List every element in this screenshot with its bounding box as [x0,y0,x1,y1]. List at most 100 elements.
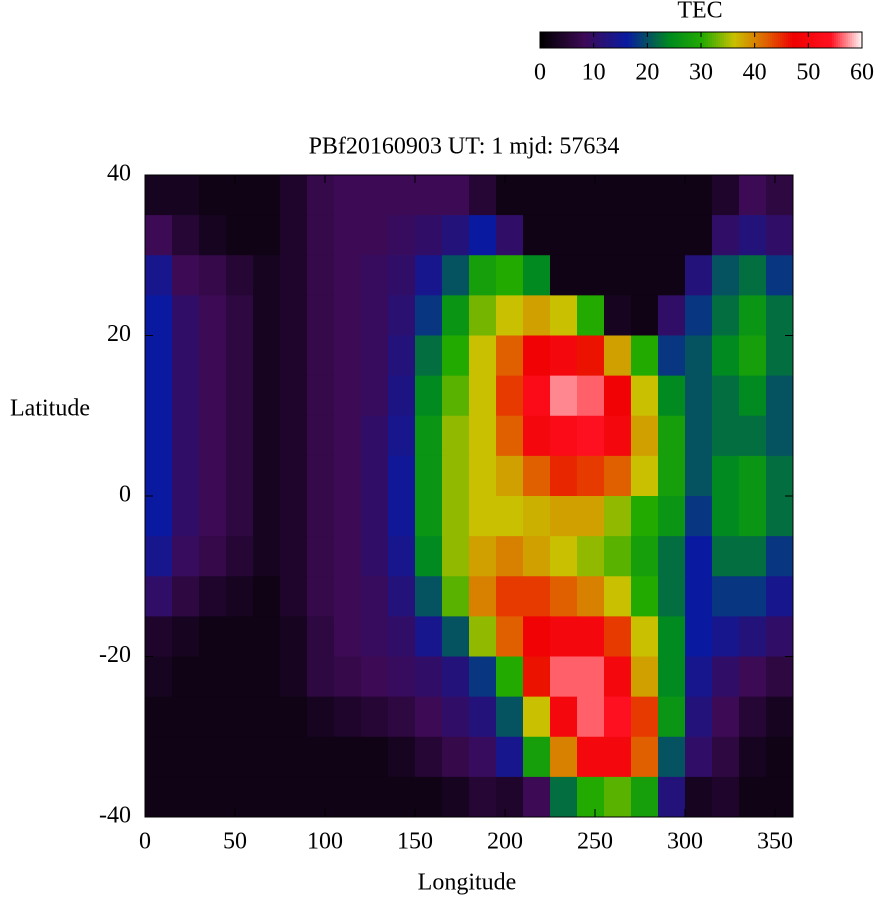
heatmap-cell [172,616,200,657]
heatmap-cell [712,576,740,617]
colorbar-tick-label: 40 [743,60,767,86]
heatmap-cell [631,696,659,738]
colorbar-swatch [744,32,747,48]
heatmap-cell [658,335,686,377]
heatmap-cell [577,215,605,256]
colorbar-swatch [594,32,597,48]
heatmap-cell [496,496,524,537]
heatmap-cell [253,656,281,698]
heatmap-cell [766,776,794,818]
heatmap-cell [145,696,173,738]
colorbar-swatch [632,32,635,48]
colorbar-swatch [812,32,815,48]
heatmap-cell [658,455,686,497]
colorbar-swatch [742,32,745,48]
colorbar-swatch [664,32,667,48]
colorbar-swatch [704,32,707,48]
heatmap-cell [442,536,470,577]
heatmap-cell [199,616,227,657]
heatmap-cell [631,415,659,457]
heatmap-cell [145,536,173,577]
heatmap-cell [631,736,659,778]
heatmap-cell [334,415,362,457]
heatmap-cell [199,656,227,698]
heatmap-cell [307,295,335,336]
colorbar-swatch [602,32,605,48]
colorbar-swatch [820,32,823,48]
colorbar-swatch [642,32,645,48]
colorbar-swatch [850,32,853,48]
heatmap-cell [334,255,362,296]
heatmap-cell [523,255,551,296]
colorbar-swatch [606,32,609,48]
colorbar-swatch [740,32,743,48]
heatmap-cell [523,576,551,617]
colorbar-swatch [848,32,851,48]
heatmap-cell [469,736,497,778]
heatmap-cell [442,375,470,417]
heatmap-cell [226,576,254,617]
heatmap-cell [577,455,605,497]
colorbar-swatch [638,32,641,48]
heatmap-cell [604,255,632,296]
heatmap-cell [766,576,794,617]
heatmap-cell [496,696,524,738]
colorbar-swatch [644,32,647,48]
colorbar-swatch [818,32,821,48]
heatmap-cell [658,696,686,738]
heatmap-cell [550,295,578,336]
heatmap-cell [739,215,767,256]
heatmap-cell [172,776,200,818]
heatmap-cell [496,736,524,778]
heatmap-cell [280,375,308,417]
heatmap-cell [577,335,605,377]
colorbar-swatch [832,32,835,48]
heatmap-cell [631,375,659,417]
heatmap-cell [739,776,767,818]
heatmap-cell [253,736,281,778]
heatmap-cell [496,255,524,296]
colorbar-swatch [738,32,741,48]
colorbar-swatch [780,32,783,48]
colorbar-swatch [672,32,675,48]
heatmap-cell [766,335,794,377]
colorbar-swatch [840,32,843,48]
colorbar-swatch [696,32,699,48]
colorbar-swatch [662,32,665,48]
heatmap-cell [415,375,443,417]
heatmap-cell [496,776,524,818]
colorbar-swatch [634,32,637,48]
heatmap-cell [739,255,767,296]
heatmap-cell [334,616,362,657]
colorbar-swatch [598,32,601,48]
heatmap-cell [658,536,686,577]
heatmap-cell [145,576,173,617]
heatmap-cell [199,375,227,417]
heatmap-cell [685,335,713,377]
heatmap-cell [469,536,497,577]
y-tick-label: 20 [107,321,131,347]
heatmap-cell [766,375,794,417]
colorbar-swatch [674,32,677,48]
colorbar-swatch [592,32,595,48]
heatmap-cell [766,255,794,296]
heatmap-cell [172,536,200,577]
heatmap-cell [307,536,335,577]
heatmap-cell [685,536,713,577]
heatmap-cell [712,295,740,336]
colorbar-swatch [562,32,565,48]
heatmap-cell [226,455,254,497]
heatmap-cell [280,576,308,617]
heatmap-cell [145,736,173,778]
colorbar-swatch [842,32,845,48]
heatmap-cell [172,255,200,296]
x-axis-label: Longitude [418,870,517,896]
heatmap-cell [145,656,173,698]
heatmap-cell [766,616,794,657]
heatmap-cell [442,175,470,216]
heatmap-cell [496,576,524,617]
heatmap-cell [145,455,173,497]
heatmap-cell [361,536,389,577]
heatmap-cell [199,576,227,617]
colorbar-swatch [710,32,713,48]
